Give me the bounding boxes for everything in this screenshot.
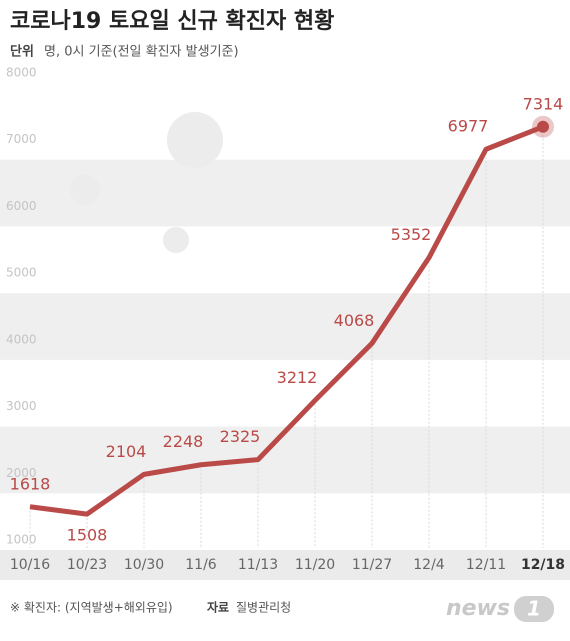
series-line — [29, 124, 544, 517]
x-tick-label: 11/27 — [352, 557, 392, 573]
value-label: 1508 — [67, 526, 108, 545]
x-tick-label: 11/6 — [185, 557, 217, 573]
value-label: 5352 — [391, 225, 432, 244]
chart-title: 코로나19 토요일 신규 확진자 현황 — [10, 9, 334, 34]
x-axis-band — [0, 550, 570, 580]
y-tick-label: 7000 — [6, 132, 37, 146]
x-tick-label: 11/20 — [295, 557, 335, 573]
value-label: 2248 — [163, 432, 204, 451]
y-tick-label: 5000 — [6, 266, 37, 280]
x-tick-label: 10/16 — [10, 557, 50, 573]
y-tick-label: 6000 — [6, 199, 37, 213]
logo-badge — [514, 596, 554, 622]
y-tick-label: 2000 — [6, 466, 37, 480]
y-tick-label: 3000 — [6, 399, 37, 413]
footnote: ※ 확진자: (지역발생+해외유입) — [10, 601, 173, 615]
grid-band — [0, 426, 570, 494]
value-label: 4068 — [334, 311, 375, 330]
grid-band — [0, 293, 570, 360]
unit-label: 단위 — [10, 44, 34, 60]
value-label: 1618 — [10, 474, 51, 493]
y-tick-label: 8000 — [6, 66, 37, 80]
x-tick-label: 10/23 — [67, 557, 107, 573]
logo-digit: 1 — [527, 597, 541, 621]
value-label: 3212 — [277, 368, 318, 387]
y-tick-label: 4000 — [6, 332, 37, 346]
value-label: 6977 — [448, 117, 489, 136]
logo-word: news — [446, 596, 510, 621]
source-label: 자료 — [207, 600, 229, 615]
x-tick-label: 12/18 — [521, 557, 565, 573]
end-marker — [537, 120, 549, 133]
x-tick-label: 12/11 — [466, 557, 506, 573]
value-label: 7314 — [523, 94, 564, 113]
value-label: 2104 — [106, 442, 147, 461]
source: 질병관리청 — [236, 601, 291, 615]
x-tick-label: 10/30 — [124, 557, 164, 573]
virus-decoration — [70, 112, 223, 253]
x-tick-label: 11/13 — [238, 557, 278, 573]
subtitle: 명, 0시 기준(전일 확진자 발생기준) — [44, 45, 239, 60]
y-tick-label: 1000 — [6, 533, 37, 547]
value-label: 2325 — [220, 427, 261, 446]
x-tick-label: 12/4 — [413, 557, 445, 573]
